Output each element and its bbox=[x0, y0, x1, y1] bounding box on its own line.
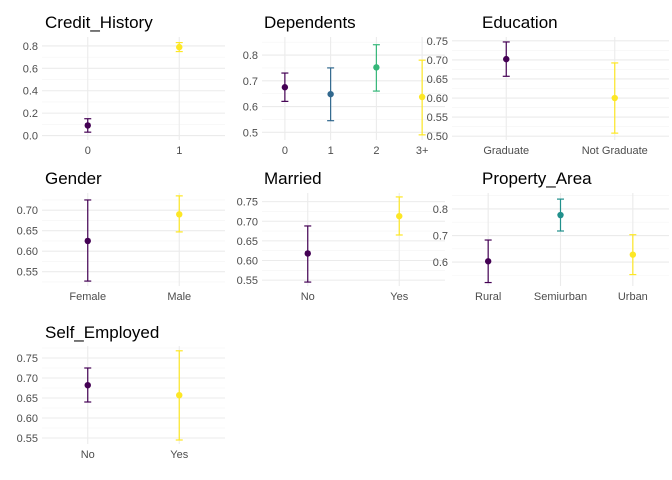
mean-point bbox=[176, 43, 183, 51]
mean-point bbox=[327, 90, 334, 98]
errorbar-yes bbox=[395, 196, 403, 236]
x-tick-label: 1 bbox=[328, 145, 334, 157]
x-tick-label: No bbox=[301, 291, 315, 303]
y-tick-label: 0.2 bbox=[23, 108, 38, 120]
errorbar-1 bbox=[327, 67, 335, 122]
x-tick-label: Female bbox=[69, 291, 106, 303]
y-tick-label: 0.65 bbox=[427, 74, 448, 86]
panel-title: Property_Area bbox=[482, 169, 592, 188]
y-tick-label: 0.7 bbox=[433, 231, 448, 243]
mean-point bbox=[503, 55, 510, 63]
x-tick-label: 0 bbox=[282, 145, 288, 157]
panel-title: Married bbox=[264, 169, 322, 188]
panel-gender: 0.55 0.60 0.65 0.70 Female Male Gender bbox=[17, 169, 225, 303]
y-tick-label: 0.8 bbox=[433, 204, 448, 216]
y-tick-label: 0.0 bbox=[23, 131, 38, 143]
errorbar-3 bbox=[418, 59, 426, 136]
panel-property-area: 0.6 0.7 0.8 Rural Semiurban Urban Property_Are… bbox=[433, 169, 669, 303]
x-tick-label: Yes bbox=[170, 449, 188, 461]
mean-point bbox=[396, 212, 403, 220]
panel-title: Gender bbox=[45, 169, 102, 188]
panel-title: Self_Employed bbox=[45, 323, 159, 342]
errorbar-yes bbox=[175, 350, 183, 441]
y-tick-label: 0.4 bbox=[23, 86, 38, 98]
errorbar-no bbox=[84, 367, 92, 403]
y-tick-label: 0.65 bbox=[17, 226, 38, 238]
y-tick-label: 0.8 bbox=[23, 41, 38, 53]
y-tick-label: 0.75 bbox=[237, 197, 258, 209]
x-tick-label: Yes bbox=[390, 291, 408, 303]
y-tick-label: 0.70 bbox=[17, 373, 38, 385]
y-tick-label: 0.75 bbox=[427, 36, 448, 48]
y-tick-label: 0.70 bbox=[427, 55, 448, 67]
y-tick-label: 0.5 bbox=[243, 127, 258, 139]
errorbar-male bbox=[175, 195, 183, 233]
y-tick-label: 0.55 bbox=[17, 433, 38, 445]
mean-point bbox=[84, 237, 91, 245]
errorbar-urban bbox=[629, 234, 637, 276]
panel-dependents: 0.5 0.6 0.7 0.8 0 1 2 3+ Dependents bbox=[243, 13, 445, 157]
y-tick-label: 0.6 bbox=[243, 102, 258, 114]
x-tick-label: No bbox=[81, 449, 95, 461]
errorbar-no bbox=[304, 225, 312, 283]
y-tick-label: 0.60 bbox=[427, 93, 448, 105]
y-tick-label: 0.6 bbox=[433, 257, 448, 269]
mean-point bbox=[373, 64, 380, 71]
x-tick-label: 2 bbox=[373, 145, 379, 157]
y-tick-label: 0.6 bbox=[23, 63, 38, 75]
errorbar-not-graduate bbox=[611, 62, 619, 134]
x-tick-label: Urban bbox=[618, 291, 648, 303]
mean-point bbox=[629, 251, 637, 258]
errorbar-1 bbox=[175, 41, 183, 53]
y-tick-label: 0.65 bbox=[237, 236, 258, 248]
y-tick-label: 0.8 bbox=[243, 50, 258, 62]
y-tick-label: 0.70 bbox=[237, 216, 258, 228]
panel-married: 0.55 0.60 0.65 0.70 0.75 No Yes Married bbox=[237, 169, 445, 303]
x-tick-label: 0 bbox=[85, 145, 91, 157]
y-tick-label: 0.55 bbox=[427, 112, 448, 124]
mean-point bbox=[418, 93, 426, 101]
x-tick-label: Semiurban bbox=[534, 291, 587, 303]
errorbar-graduate bbox=[502, 41, 510, 77]
x-tick-label: 1 bbox=[176, 145, 182, 157]
x-tick-label: Male bbox=[167, 291, 191, 303]
mean-point bbox=[84, 122, 91, 129]
panel-credit-history: 0.0 0.2 0.4 0.6 0.8 0 1 Credit_History bbox=[23, 13, 225, 157]
errorbar-semiurban bbox=[557, 198, 564, 232]
y-tick-label: 0.65 bbox=[17, 393, 38, 405]
y-tick-label: 0.7 bbox=[243, 76, 258, 88]
mean-point bbox=[557, 211, 564, 219]
errorbar-rural bbox=[484, 239, 492, 284]
panel-self-employed: 0.55 0.60 0.65 0.70 0.75 No Yes Self_Employed bbox=[17, 323, 225, 461]
y-tick-label: 0.75 bbox=[17, 353, 38, 365]
errorbar-2 bbox=[372, 44, 380, 92]
y-tick-label: 0.60 bbox=[237, 255, 258, 267]
mean-point bbox=[484, 258, 492, 265]
mean-point bbox=[281, 84, 289, 91]
y-tick-label: 0.70 bbox=[17, 205, 38, 217]
y-tick-label: 0.55 bbox=[17, 267, 38, 279]
mean-point bbox=[176, 211, 183, 218]
y-tick-label: 0.55 bbox=[237, 275, 258, 287]
x-tick-label: Rural bbox=[475, 291, 501, 303]
x-tick-label: Not Graduate bbox=[582, 145, 648, 157]
mean-point bbox=[304, 250, 311, 257]
x-tick-label: 3+ bbox=[416, 145, 429, 157]
mean-point bbox=[176, 392, 183, 399]
errorbar-0 bbox=[281, 72, 289, 102]
panel-title: Education bbox=[482, 13, 558, 32]
y-tick-label: 0.60 bbox=[17, 246, 38, 258]
panel-education: 0.50 0.55 0.60 0.65 0.70 0.75 Graduate Not Grad… bbox=[427, 13, 669, 157]
y-tick-label: 0.50 bbox=[427, 131, 448, 143]
x-tick-label: Graduate bbox=[483, 145, 529, 157]
mean-point bbox=[84, 382, 91, 389]
mean-point bbox=[611, 94, 618, 102]
y-tick-label: 0.60 bbox=[17, 413, 38, 425]
panel-title: Dependents bbox=[264, 13, 356, 32]
errorbar-0 bbox=[84, 118, 92, 133]
panel-title: Credit_History bbox=[45, 13, 153, 32]
errorbar-female bbox=[84, 199, 92, 282]
